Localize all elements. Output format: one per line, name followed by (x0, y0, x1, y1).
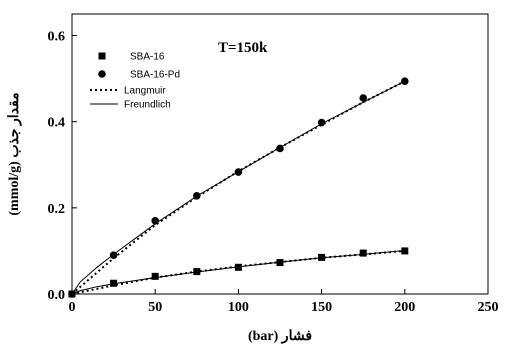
legend-label: Langmuir (124, 86, 166, 97)
x-tick-label: 100 (228, 300, 249, 315)
sba16pd-data-point (401, 77, 409, 85)
axes-layer: 0 50 100 150 200 250 0.0 0.2 0.4 0.6 (48, 30, 499, 315)
sba16-data-point (234, 263, 242, 271)
legend-square-marker (98, 52, 106, 60)
y-axis-title: مقدار جذب (mmol/g) (7, 92, 22, 215)
x-tick-label: 50 (148, 300, 162, 315)
x-tick-label: 250 (478, 300, 499, 315)
sba16-data-point (151, 272, 159, 280)
sba16pd-data-point (276, 144, 284, 153)
sba16-data-point (276, 259, 284, 267)
x-tick-label: 0 (69, 300, 76, 315)
temperature-annotation: T=150k (218, 40, 268, 56)
legend-label: SBA-16-Pd (130, 70, 180, 81)
sba16pd-data-point (193, 191, 201, 200)
sba16-data-point (193, 268, 201, 276)
y-tick-label: 0.4 (48, 116, 66, 131)
sba16pd-data-point (234, 168, 243, 176)
sba16pd-data-point (359, 94, 368, 102)
sba16pd-data-point (317, 118, 326, 127)
series-layer (68, 77, 409, 298)
legend-circle-marker (98, 70, 106, 78)
langmuir-fit-line (71, 249, 405, 295)
sba16pd-data-point (109, 251, 118, 260)
sba16pd-data-point (151, 216, 159, 225)
legend-label: SBA-16 (130, 52, 165, 63)
x-tick-label: 150 (311, 300, 332, 315)
sba16-data-point (318, 253, 326, 261)
x-axis-title: فشار (bar) (248, 329, 312, 344)
y-tick-label: 0.0 (48, 288, 66, 303)
sba16-data-point (401, 247, 409, 255)
legend: SBA-16 SBA-16-Pd Langmuir Freundlich (90, 52, 180, 111)
sba16-data-point (110, 279, 118, 287)
sba16-data-point (359, 249, 367, 257)
y-tick-label: 0.2 (48, 202, 66, 217)
plot-frame (71, 13, 489, 295)
legend-label: Freundlich (124, 100, 171, 111)
langmuir-fit-line (71, 80, 406, 295)
y-tick-label: 0.6 (48, 30, 66, 45)
freundlich-fit-line (71, 80, 406, 295)
x-tick-label: 200 (394, 300, 415, 315)
freundlich-fit-line (71, 250, 405, 295)
